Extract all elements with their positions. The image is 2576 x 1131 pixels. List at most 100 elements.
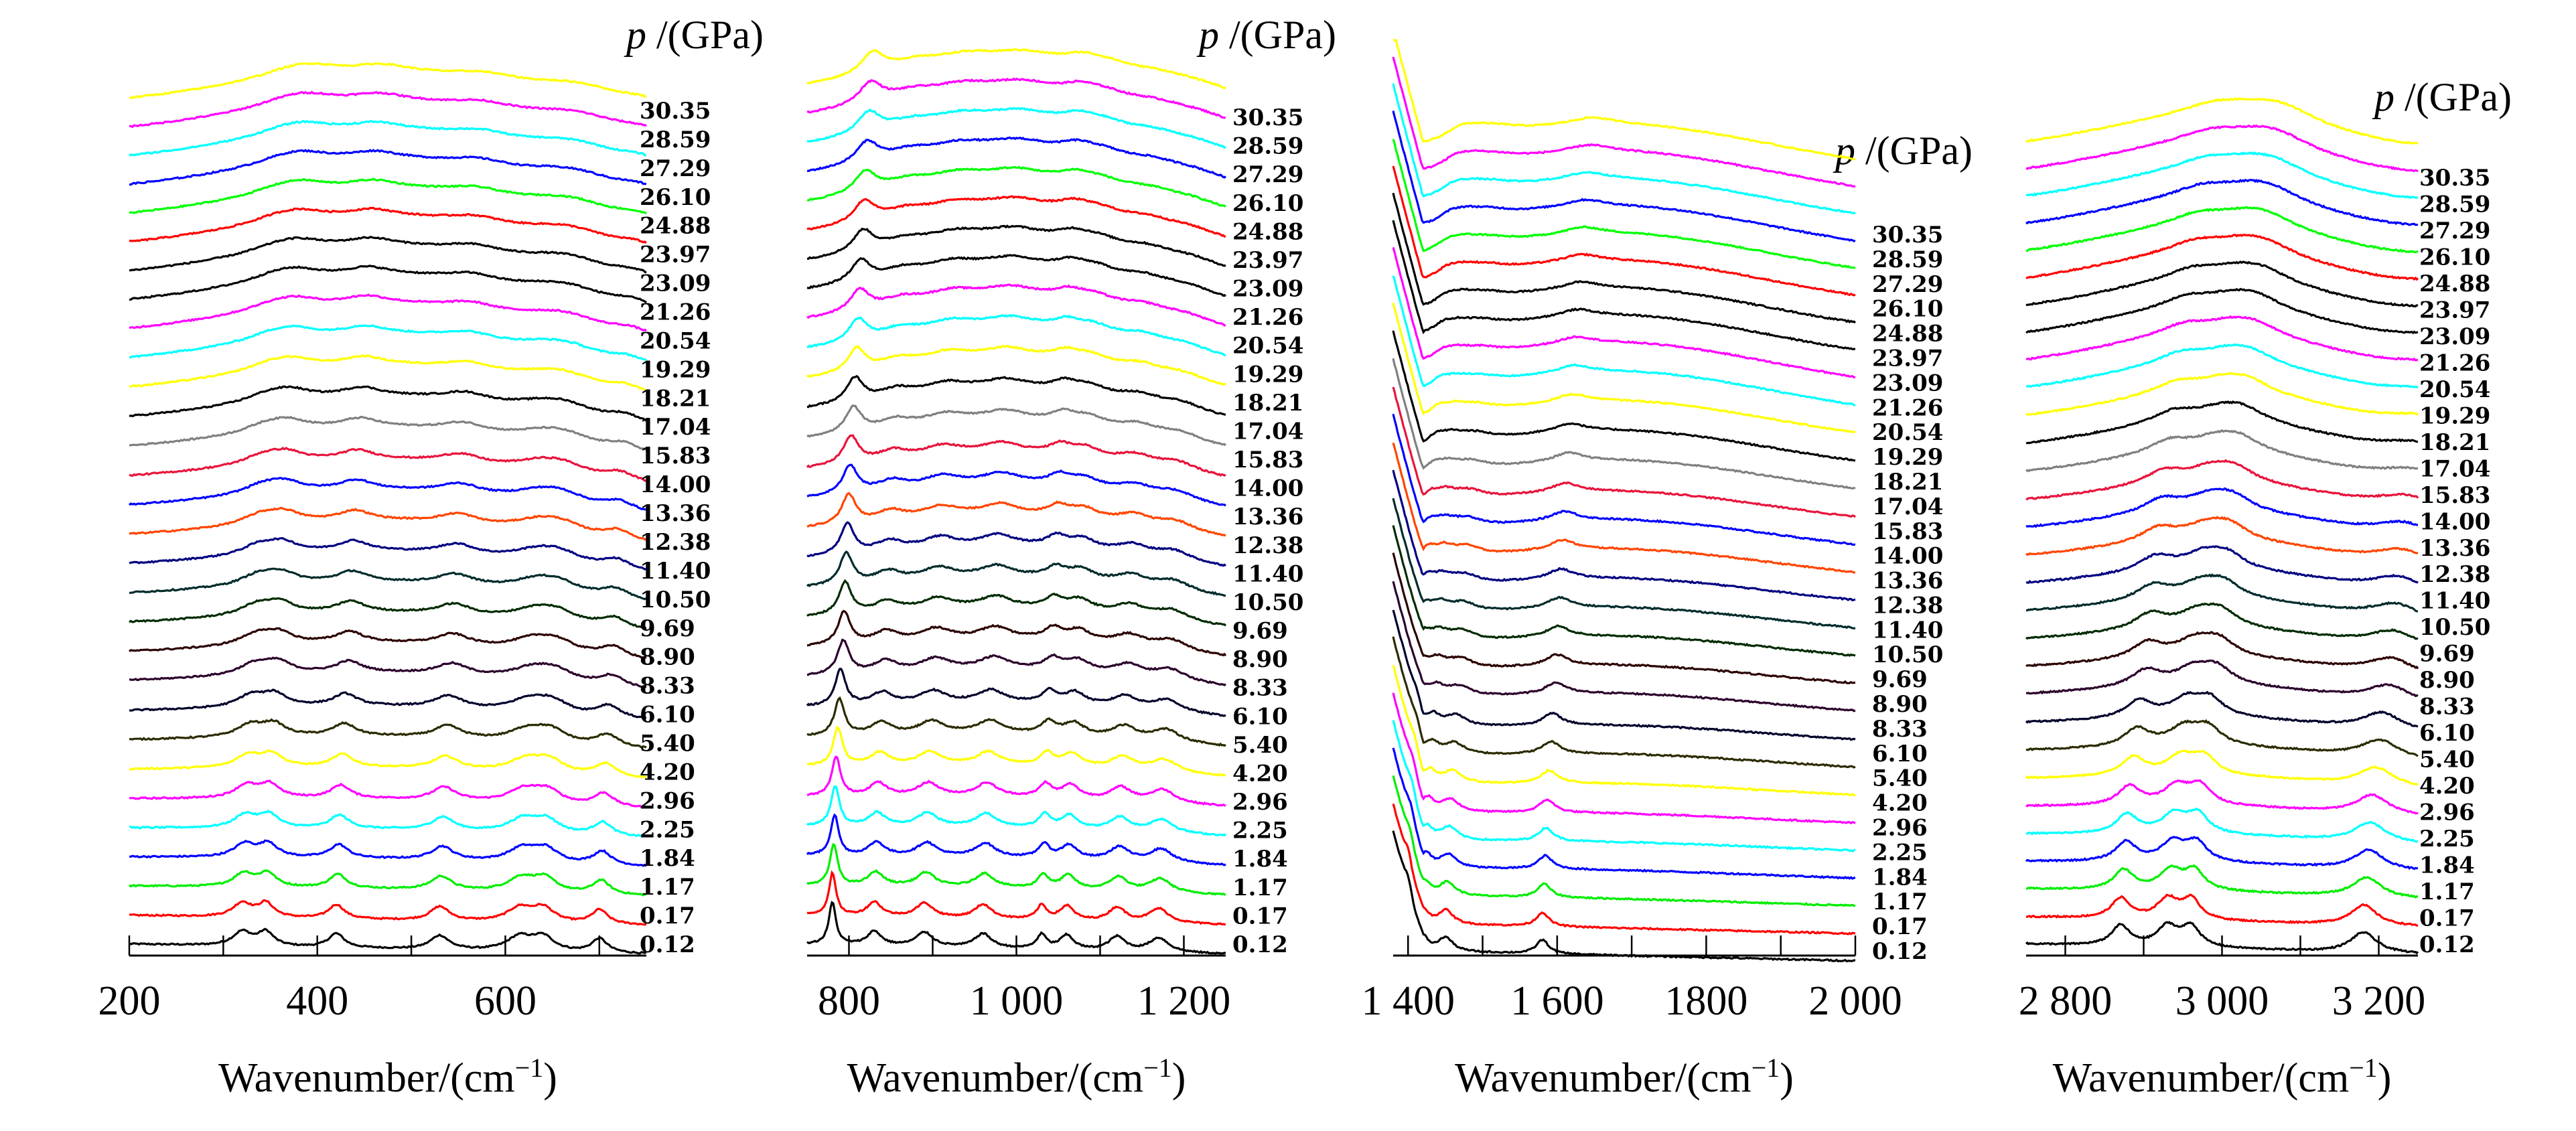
- pressure-label: 30.35: [2419, 165, 2490, 192]
- spectrum-20.54: [1392, 246, 1856, 379]
- spectrum-10.50: [1392, 498, 1856, 630]
- spectrum-17.04: [2025, 400, 2419, 445]
- panel-1400-2000: 1 400 1 600 1800 2 000 Wavenumber/(cm−1) p /(…: [1362, 39, 1973, 1101]
- pressure-label: 8.90: [1232, 646, 1288, 673]
- pressure-label: 1.17: [1872, 889, 1928, 915]
- spectrum-18.21: [129, 354, 647, 392]
- pressure-label: 24.88: [1232, 218, 1303, 245]
- spectrum-8.90: [806, 609, 1227, 657]
- pressure-label: 11.40: [640, 558, 711, 585]
- spectrum-0.12: [1392, 830, 1856, 963]
- spectrum-13.36: [128, 477, 647, 511]
- pressure-label: 11.40: [1232, 560, 1303, 587]
- pressure-label: 23.97: [1872, 345, 1943, 372]
- spectrum-15.83: [806, 404, 1227, 447]
- spectrum-27.29: [806, 106, 1226, 149]
- pressure-label: 15.83: [640, 443, 711, 469]
- spectrum-1.17: [2025, 864, 2419, 899]
- spectrum-1.84: [129, 839, 648, 867]
- pressure-label: 21.26: [2419, 350, 2490, 376]
- spectrum-12.38: [129, 506, 647, 541]
- pressure-label: 10.50: [2419, 614, 2490, 641]
- pressure-unit-label: p /(GPa): [2372, 75, 2512, 119]
- spectrum-2.96: [129, 779, 647, 809]
- pressure-label: 27.29: [1872, 271, 1943, 298]
- x-axis-title: Wavenumber/(cm−1): [218, 1053, 557, 1102]
- spectrum-23.97: [1392, 165, 1856, 297]
- pressure-label: 23.09: [1872, 370, 1943, 396]
- spectrum-11.40: [2025, 545, 2419, 585]
- spectrum-0.17: [1392, 803, 1856, 935]
- x-tick-label: 1800: [1664, 978, 1747, 1024]
- spectrum-5.40: [129, 718, 647, 749]
- x-tick-label: 1 600: [1510, 978, 1604, 1024]
- pressure-label: 20.54: [640, 327, 711, 354]
- spectrum-15.83: [2025, 429, 2419, 473]
- spectrum-17.04: [129, 385, 647, 422]
- x-tick-label: 200: [98, 978, 161, 1024]
- pressure-label: 11.40: [1872, 617, 1943, 644]
- spectrum-11.40: [129, 537, 647, 571]
- pressure-label: 0.17: [1232, 903, 1288, 929]
- spectrum-4.20: [1392, 664, 1856, 797]
- spectrum-26.10: [1392, 110, 1856, 242]
- spectrum-9.69: [2025, 602, 2419, 640]
- pressure-label: 2.25: [1232, 818, 1288, 844]
- spectrum-20.54: [129, 293, 647, 332]
- spectrum-6.10: [2025, 690, 2419, 728]
- pressure-label: 11.40: [2419, 588, 2490, 615]
- spectrum-10.50: [129, 567, 647, 601]
- x-tick-label: 3 200: [2332, 978, 2426, 1024]
- spectrum-27.29: [129, 119, 647, 157]
- spectrum-14.00: [1392, 386, 1857, 518]
- pressure-label: 18.21: [1872, 469, 1943, 496]
- spectrum-23.09: [806, 224, 1226, 267]
- pressure-label: 26.10: [1232, 190, 1303, 217]
- spectrum-21.26: [806, 254, 1226, 297]
- pressure-label: 1.84: [1232, 846, 1288, 873]
- pressure-label: 4.20: [2419, 773, 2475, 800]
- pressure-label: 17.04: [640, 414, 711, 441]
- pressure-label: 20.54: [2419, 376, 2490, 403]
- spectrum-6.10: [129, 688, 647, 720]
- spectrum-11.40: [806, 521, 1226, 567]
- panel-2750-3250: 2 800 3 000 3 200 Wavenumber/(cm−1) p /(GPa)…: [2019, 75, 2512, 1101]
- spectrum-2.96: [1392, 692, 1856, 825]
- spectrum-8.90: [2025, 631, 2419, 670]
- pressure-label: 24.88: [2419, 271, 2490, 297]
- pressure-label: 13.36: [2419, 535, 2490, 562]
- pressure-label: 17.04: [1232, 418, 1303, 445]
- pressure-label: 12.38: [1872, 592, 1943, 619]
- spectrum-30.35: [1393, 39, 1856, 161]
- pressure-label: 14.00: [640, 471, 711, 498]
- spectrum-0.12: [806, 901, 1226, 956]
- x-tick-label: 3 000: [2175, 978, 2269, 1024]
- pressure-label: 4.20: [1232, 760, 1288, 787]
- spectrum-8.90: [1392, 552, 1856, 684]
- pressure-label: 8.90: [640, 644, 695, 671]
- spectrum-13.36: [1392, 413, 1856, 546]
- pressure-label: 9.69: [1872, 666, 1928, 693]
- pressure-label: 1.17: [2419, 879, 2475, 905]
- spectrum-2.25: [129, 810, 647, 838]
- spectrum-1.84: [2025, 836, 2419, 871]
- pressure-label: 23.97: [640, 242, 711, 269]
- pressure-label: 14.00: [1872, 543, 1943, 570]
- spectrum-14.00: [2025, 459, 2419, 501]
- spectrum-9.69: [1392, 525, 1856, 658]
- spectrum-8.33: [806, 638, 1226, 686]
- pressure-label: 10.50: [640, 587, 711, 613]
- spectrum-17.04: [1392, 330, 1856, 462]
- spectrum-13.36: [806, 463, 1226, 507]
- pressure-label: 0.12: [1232, 931, 1288, 958]
- spectrum-18.21: [806, 344, 1226, 386]
- spectrum-0.12: [129, 927, 647, 955]
- spectrum-9.69: [129, 597, 647, 629]
- pressure-label: 14.00: [2419, 508, 2490, 535]
- spectrum-28.59: [129, 90, 647, 129]
- spectrum-6.10: [806, 668, 1226, 717]
- pressure-label: 1.17: [1232, 875, 1288, 901]
- spectrum-14.00: [129, 447, 647, 482]
- pressure-label: 23.09: [640, 271, 711, 297]
- spectrum-8.33: [1392, 581, 1856, 712]
